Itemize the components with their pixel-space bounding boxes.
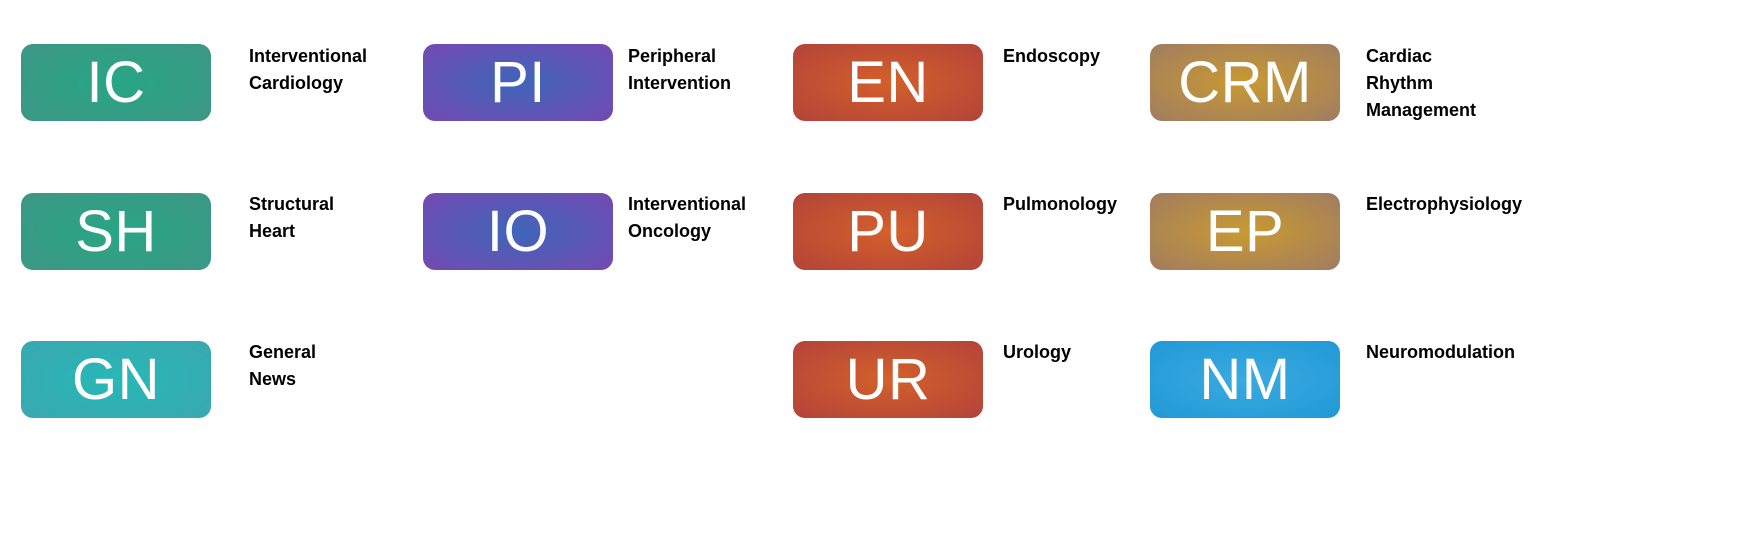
ep-label[interactable]: Electrophysiology xyxy=(1366,194,1523,214)
io-badge[interactable]: IO xyxy=(423,193,613,270)
crm-label[interactable]: Cardiac Rhythm Management xyxy=(1366,46,1477,120)
sh-label[interactable]: Structural Heart xyxy=(249,194,335,241)
ic-label[interactable]: Interventional Cardiology xyxy=(249,46,368,93)
io-label[interactable]: Interventional Oncology xyxy=(628,194,747,241)
pi-label[interactable]: Peripheral Intervention xyxy=(628,46,732,93)
nm-badge[interactable]: NM xyxy=(1150,341,1340,418)
ic-badge[interactable]: IC xyxy=(21,44,211,121)
ur-badge[interactable]: UR xyxy=(793,341,983,418)
en-label[interactable]: Endoscopy xyxy=(1003,46,1101,66)
gn-badge[interactable]: GN xyxy=(21,341,211,418)
en-badge[interactable]: EN xyxy=(793,44,983,121)
nm-label[interactable]: Neuromodulation xyxy=(1366,342,1515,362)
pu-badge[interactable]: PU xyxy=(793,193,983,270)
crm-badge[interactable]: CRM xyxy=(1150,44,1340,121)
gn-label[interactable]: General News xyxy=(249,342,317,389)
pu-label[interactable]: Pulmonology xyxy=(1003,194,1117,214)
sh-badge[interactable]: SH xyxy=(21,193,211,270)
ur-label[interactable]: Urology xyxy=(1003,342,1072,362)
ep-badge[interactable]: EP xyxy=(1150,193,1340,270)
pi-badge[interactable]: PI xyxy=(423,44,613,121)
